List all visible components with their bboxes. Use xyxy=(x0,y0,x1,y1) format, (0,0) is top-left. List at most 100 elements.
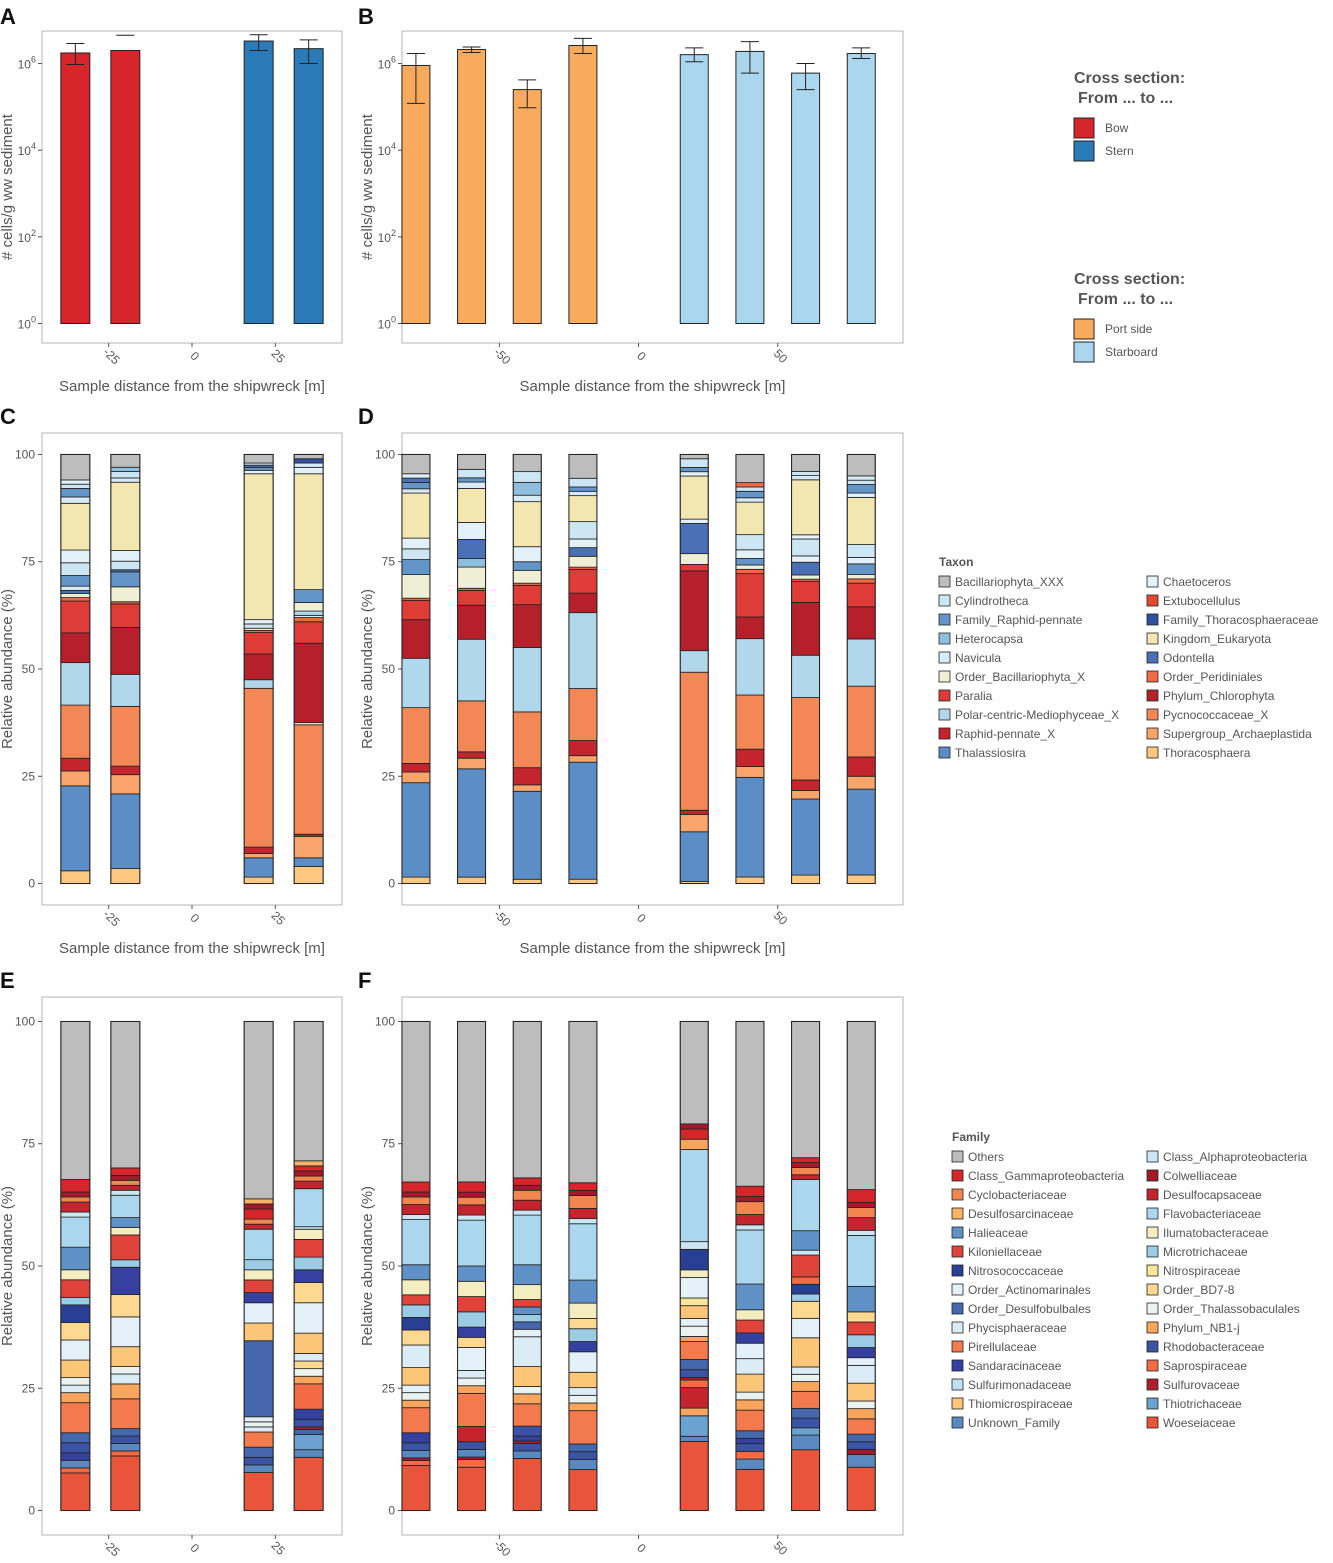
panel-label-b: B xyxy=(358,4,374,29)
bar-segment xyxy=(679,523,709,555)
bar-segment xyxy=(791,470,820,476)
bar-segment xyxy=(401,1264,431,1281)
bar-segment xyxy=(735,497,765,503)
bar-segment xyxy=(110,1227,141,1236)
y-tick-label: 25 xyxy=(22,769,36,783)
bar-segment xyxy=(110,571,141,588)
bar-segment xyxy=(791,475,820,481)
bar-segment xyxy=(243,1218,274,1225)
bar-segment xyxy=(735,1430,765,1439)
bar-segment xyxy=(60,1179,91,1193)
bar-segment xyxy=(512,1403,542,1427)
bar-segment xyxy=(60,1304,91,1323)
bar-segment xyxy=(791,1249,820,1256)
x-tick-label: 0 xyxy=(634,1541,649,1556)
bar-segment xyxy=(293,835,324,859)
bar-segment xyxy=(512,1458,542,1511)
bar-segment xyxy=(243,1421,274,1428)
legend-swatch xyxy=(938,670,951,683)
bar-segment xyxy=(791,602,820,656)
bar-segment xyxy=(110,774,141,795)
stacked-bar xyxy=(243,1020,274,1512)
legend-label: Sandaracinaceae xyxy=(968,1359,1062,1373)
bar-segment xyxy=(791,1417,820,1429)
bar-segment xyxy=(735,454,765,484)
legend-swatch xyxy=(1146,632,1159,645)
bar-segment xyxy=(457,481,486,489)
bar-segment xyxy=(401,1021,431,1183)
y-tick-label: 104 xyxy=(18,141,36,158)
bar-segment xyxy=(110,1021,141,1169)
bar-segment xyxy=(293,1418,324,1428)
bar-segment xyxy=(846,1364,876,1384)
bar-segment xyxy=(401,1294,431,1306)
bar-segment xyxy=(791,798,820,876)
bar-segment xyxy=(846,1454,876,1468)
stacked-bar xyxy=(679,453,709,885)
bar-segment xyxy=(679,564,709,572)
bar-segment xyxy=(791,1390,820,1409)
bar-segment xyxy=(735,1196,765,1203)
bar-segment xyxy=(679,1138,709,1150)
bar-segment xyxy=(791,1179,820,1232)
legend-swatch xyxy=(1146,594,1159,607)
bar-segment xyxy=(679,809,709,815)
stacked-bar xyxy=(512,1020,542,1512)
legend-swatch xyxy=(1146,1169,1159,1182)
bar-segment xyxy=(457,1219,486,1267)
panel-label-d: D xyxy=(358,404,374,429)
panels: A 100 102 104 106 -25 0 25 Sample distance from … xyxy=(0,4,904,1559)
bar-segment xyxy=(401,707,431,764)
bar-segment xyxy=(512,1393,542,1405)
legend-label: Flavobacteriaceae xyxy=(1163,1207,1261,1221)
y-tick-label: 100 xyxy=(15,447,35,461)
bar-segment xyxy=(791,1283,820,1295)
x-tick-label: 50 xyxy=(771,1538,791,1558)
bar-segment xyxy=(568,495,598,523)
bar-segment xyxy=(60,549,91,564)
bar-segment xyxy=(512,1366,542,1387)
bar-segment xyxy=(512,1336,542,1367)
bar-segment xyxy=(60,1467,91,1474)
bar-segment xyxy=(735,534,765,551)
bar-segment xyxy=(401,454,431,475)
bar-segment xyxy=(110,765,141,776)
bar-segment xyxy=(679,1123,709,1130)
legend-subtitle: From ... to ... xyxy=(1078,291,1173,308)
bar-segment xyxy=(60,1452,91,1461)
bar-segment xyxy=(512,1314,542,1323)
x-tick-label: -25 xyxy=(100,907,122,929)
legend-swatch xyxy=(1146,1378,1159,1391)
legend-label: Microtrichaceae xyxy=(1163,1245,1248,1259)
y-axis-title: Relative abundance (%) xyxy=(0,589,16,749)
bar-segment xyxy=(401,1317,431,1331)
bar-segment xyxy=(60,1201,91,1213)
y-axis-title: Relative abundance (%) xyxy=(359,589,376,749)
bar-segment xyxy=(679,471,709,477)
bar-segment xyxy=(512,546,542,563)
legend-label: Phycisphaeraceae xyxy=(968,1321,1067,1335)
legend-swatch xyxy=(1146,575,1159,588)
stacked-bar xyxy=(846,1020,876,1512)
bar-segment xyxy=(457,1441,486,1450)
bar-segment xyxy=(568,688,598,741)
x-tick-label: 25 xyxy=(268,1538,288,1558)
y-tick-label: 104 xyxy=(378,141,396,158)
bar-segment xyxy=(457,566,486,589)
bar-segment xyxy=(401,1407,431,1434)
legend-swatch xyxy=(1146,727,1159,740)
bar-outline xyxy=(568,453,598,885)
bar-segment xyxy=(791,874,820,884)
bar-segment xyxy=(679,1415,709,1437)
bar-segment xyxy=(60,1021,91,1180)
y-tick-label: 0 xyxy=(28,877,35,891)
bar-outline xyxy=(457,1020,487,1512)
bar-segment xyxy=(401,1384,431,1394)
legend-swatch xyxy=(951,1416,964,1429)
bar-segment xyxy=(735,766,765,778)
bar-segment xyxy=(243,469,274,475)
legend-label: Port side xyxy=(1105,322,1153,336)
stacked-bar xyxy=(401,453,431,885)
panel-c: C 0 25 50 75 100 -25 0 25 Sample distance from th… xyxy=(0,404,343,957)
legend-label: Order_Desulfobulbales xyxy=(968,1302,1091,1316)
